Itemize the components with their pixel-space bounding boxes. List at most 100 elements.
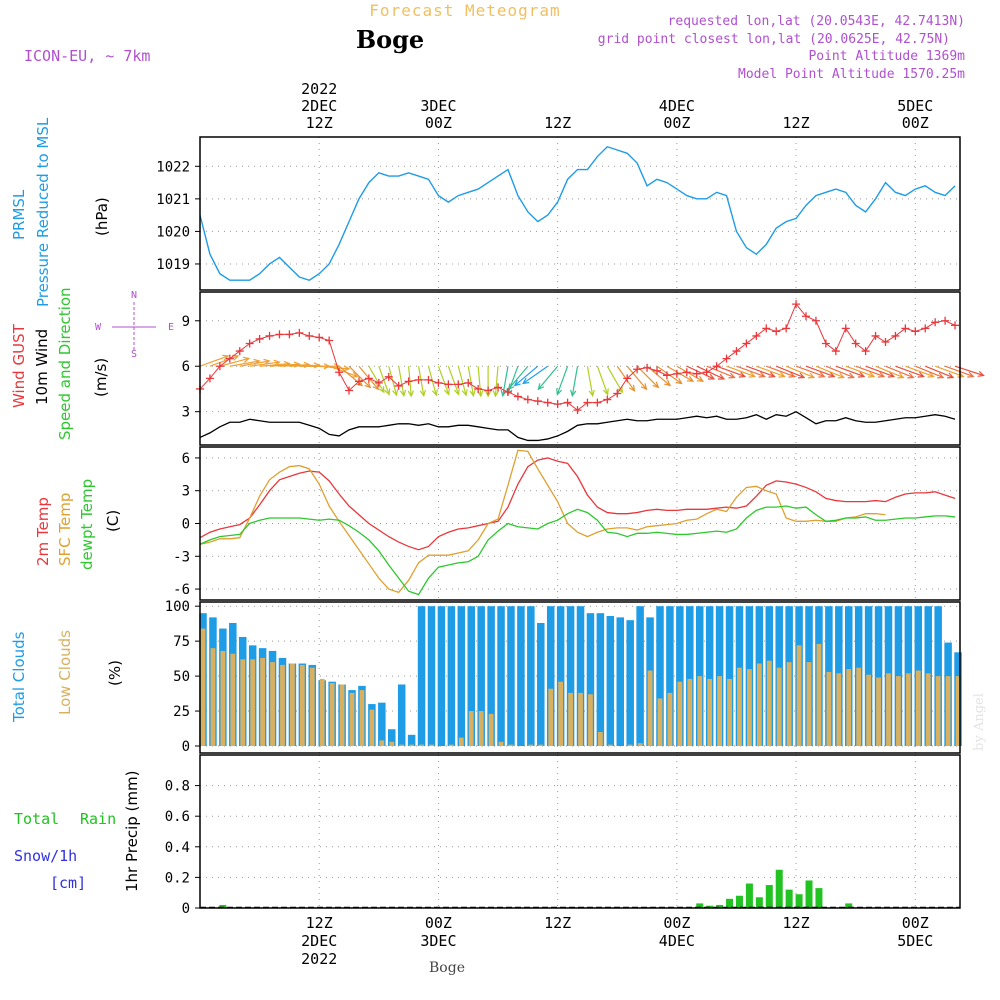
wind-arrowhead: [907, 372, 915, 379]
low-cloud-bar: [329, 683, 335, 747]
low-cloud-bar: [747, 669, 752, 747]
gust-marker: [672, 369, 681, 378]
y-tick-label: 9: [182, 314, 190, 330]
low-cloud-bar: [647, 670, 653, 747]
y-tick-label: 0.2: [165, 870, 190, 886]
gust-marker: [374, 378, 383, 387]
gust-marker: [871, 331, 880, 340]
requested-coords: requested lon,lat (20.0543E, 42.7413N): [668, 14, 965, 29]
gust-marker: [643, 363, 652, 372]
wind-direction-arrow: [398, 366, 405, 396]
rain-bar: [696, 903, 704, 908]
sfc-temp-label: SFC Temp: [56, 493, 74, 566]
low-cloud-bar: [896, 676, 901, 747]
wind-arrowhead: [758, 371, 766, 378]
top-time-label: 2DEC: [301, 97, 337, 115]
pressure-panel-frame: [199, 136, 961, 291]
gust-marker: [474, 384, 483, 393]
wind-arrowhead: [351, 371, 359, 378]
wind-arrowhead: [967, 371, 975, 378]
rain-bar: [795, 894, 803, 908]
wind-direction-arrow: [815, 365, 844, 379]
low-cloud-bar: [488, 713, 494, 747]
wind-arrowhead: [748, 371, 757, 378]
wind-direction-arrow: [508, 365, 529, 390]
low-cloud-bar: [597, 732, 603, 747]
wind-arrowhead: [927, 371, 935, 378]
wind-direction-arrow: [736, 365, 765, 378]
wind-arrowhead: [778, 371, 786, 378]
wind-direction-arrow: [785, 365, 815, 379]
wind-arrowhead: [372, 383, 380, 391]
y-tick-label: 1019: [156, 257, 190, 273]
wind-direction-arrow: [477, 366, 482, 397]
wind-arrowhead: [378, 386, 385, 394]
bottom-time-label: 12Z: [306, 914, 333, 932]
low-cloud-bar: [836, 673, 842, 747]
low-cloud-bar: [707, 678, 713, 747]
wind-direction-arrow: [915, 365, 944, 379]
gust-marker: [702, 368, 711, 377]
y-tick-label: 100: [165, 599, 190, 615]
gust-marker: [613, 389, 622, 398]
low-cloud-bar: [856, 667, 862, 747]
gust-marker: [603, 395, 612, 404]
wind-arrowhead: [828, 371, 836, 378]
wind-arrowhead: [419, 389, 426, 398]
wind-direction-arrow: [686, 365, 715, 380]
percent-unit-label: (%): [106, 660, 124, 686]
gust-marker: [205, 374, 214, 383]
low-cloud-bar: [627, 744, 633, 747]
wind-direction-arrow: [537, 365, 559, 390]
total-cloud-bar: [378, 702, 386, 747]
low-cloud-bar: [697, 676, 703, 747]
y-tick-label: 1022: [156, 159, 190, 175]
wind-direction-arrow: [507, 366, 519, 395]
low-cloud-bar: [866, 674, 872, 747]
snow-unit-label: [cm]: [50, 874, 86, 892]
gust-marker: [881, 337, 890, 346]
low-cloud-bar: [687, 678, 693, 747]
low-cloud-bar: [607, 744, 613, 747]
total-cloud-bar: [566, 606, 575, 747]
low-cloud-bar: [349, 692, 355, 747]
y-tick-label: 0: [182, 901, 190, 917]
gust-marker: [782, 324, 791, 333]
wind-arrowhead: [313, 362, 321, 369]
low-cloud-bar: [637, 743, 643, 747]
low-cloud-bar: [299, 664, 305, 747]
compass-w: W: [95, 322, 102, 333]
y-tick-label: 1020: [156, 224, 190, 240]
gust-marker: [941, 316, 950, 325]
total-cloud-bar: [725, 606, 734, 747]
y-tick-label: 3: [182, 484, 190, 500]
gust-marker: [255, 334, 264, 343]
pressure-reduced-label: Pressure Reduced to MSL: [34, 117, 52, 307]
gust-marker: [802, 312, 811, 321]
total-cloud-bar: [427, 606, 436, 747]
gust-marker: [553, 400, 562, 409]
gust-marker: [513, 392, 522, 401]
top-time-label: 4DEC: [659, 97, 695, 115]
y-tick-label: 3: [182, 405, 190, 421]
product-title: Forecast Meteogram: [369, 1, 560, 20]
gust-marker: [891, 331, 900, 340]
gust-marker: [384, 372, 393, 381]
low-cloud-bar: [240, 659, 246, 747]
low-cloud-bar: [339, 684, 345, 747]
gust-marker: [692, 369, 701, 378]
wind-direction-arrow: [457, 366, 467, 396]
pressure-panel: 1019 1020 1021 1022: [156, 136, 961, 291]
wind-direction-arrow: [944, 365, 974, 378]
wind-arrowhead: [707, 373, 716, 380]
low-cloud-bar: [210, 648, 216, 747]
top-time-label: 12Z: [306, 114, 333, 132]
top-time-label: 00Z: [663, 114, 690, 132]
low-cloud-bar: [528, 744, 534, 747]
wind-direction-arrow: [756, 365, 785, 378]
total-cloud-bar: [417, 606, 426, 747]
gust-marker: [494, 383, 503, 392]
wind-direction-arrow: [239, 360, 270, 367]
gust-marker: [285, 330, 294, 339]
